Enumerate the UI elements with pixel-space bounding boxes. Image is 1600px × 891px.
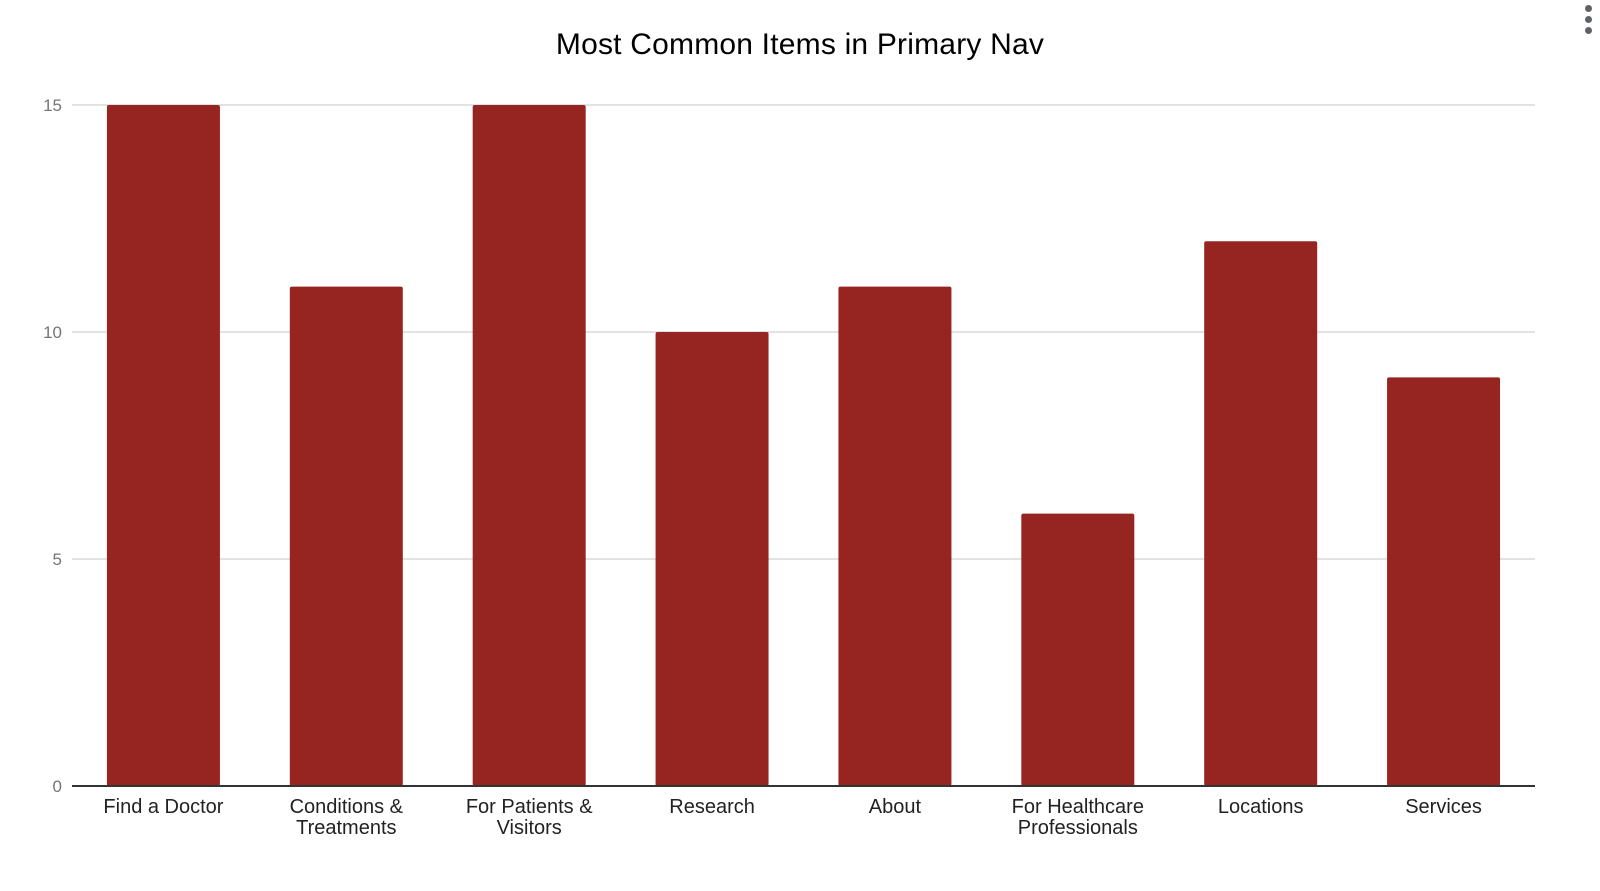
y-tick-label: 0 xyxy=(53,777,62,796)
bar[interactable] xyxy=(289,286,403,786)
chart-title: Most Common Items in Primary Nav xyxy=(555,28,1045,61)
bar[interactable] xyxy=(838,286,952,786)
bar[interactable] xyxy=(1204,241,1318,786)
y-axis-ticks: 0 5 10 15 xyxy=(43,96,62,796)
bar[interactable] xyxy=(106,105,220,786)
x-tick-label: Services xyxy=(1405,796,1482,818)
y-tick-label: 15 xyxy=(43,96,62,115)
x-tick-label: Find a Doctor xyxy=(103,796,223,818)
menu-dot xyxy=(1585,16,1592,23)
x-tick-label: For Healthcare xyxy=(1012,796,1144,818)
menu-dot xyxy=(1585,5,1592,12)
bar[interactable] xyxy=(655,332,769,786)
bars xyxy=(106,105,1501,786)
x-tick-label: Treatments xyxy=(296,817,396,839)
menu-dot xyxy=(1585,27,1592,34)
x-tick-label: Visitors xyxy=(497,817,562,839)
x-tick-label: Conditions & xyxy=(290,796,404,818)
bar[interactable] xyxy=(1021,513,1135,786)
x-tick-label: About xyxy=(869,796,922,818)
x-tick-label: For Patients & xyxy=(466,796,593,818)
more-vert-icon[interactable] xyxy=(1580,2,1598,38)
bar[interactable] xyxy=(472,105,586,786)
y-tick-label: 5 xyxy=(53,550,62,569)
bar[interactable] xyxy=(1387,377,1501,786)
x-tick-label: Professionals xyxy=(1018,817,1138,839)
x-tick-label: Locations xyxy=(1218,796,1304,818)
y-tick-label: 10 xyxy=(43,323,62,342)
x-axis-labels: Find a Doctor Conditions &Treatments For P… xyxy=(103,796,1482,839)
x-tick-label: Research xyxy=(669,796,755,818)
